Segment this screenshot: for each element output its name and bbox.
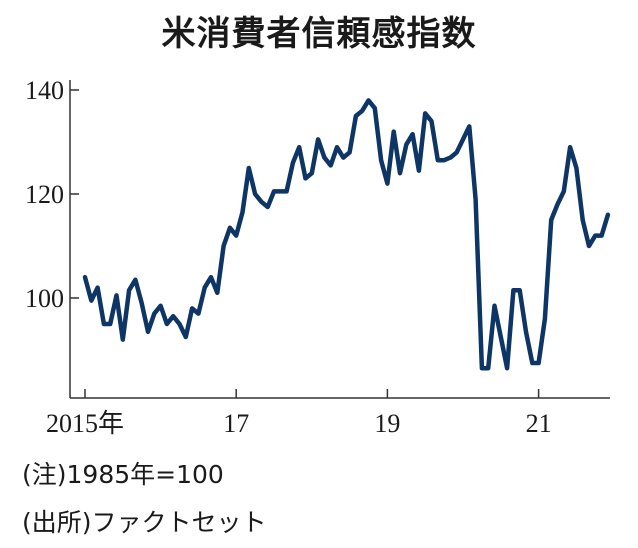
x-tick-label: 17 [223,409,249,438]
data-point [209,275,213,279]
data-point [373,106,377,110]
data-point [461,137,465,141]
x-tick-label: 21 [526,409,552,438]
data-point [310,171,314,175]
data-point [436,158,440,162]
data-point [228,226,232,230]
data-point [511,288,515,292]
data-point [133,278,137,282]
data-point [222,244,226,248]
data-point [203,286,207,290]
source-note: (出所)ファクトセット [22,508,267,537]
data-point [600,234,604,238]
data-point [89,299,93,303]
data-point [272,189,276,193]
data-point [593,234,597,238]
data-point [392,130,396,134]
x-tick-label: 19 [374,409,400,438]
data-point [467,124,471,128]
data-point [196,312,200,316]
data-point [518,288,522,292]
data-point [354,114,358,118]
data-point [549,218,553,222]
data-point [83,275,87,279]
data-point [455,150,459,154]
data-point [587,244,591,248]
data-point [241,210,245,214]
data-point [259,200,263,204]
data-point [329,163,333,167]
chart-axes [69,80,610,399]
series-line [82,98,611,371]
data-point [537,361,541,365]
data-point [152,312,156,316]
data-point [430,119,434,123]
data-point [581,218,585,222]
data-point [146,330,150,334]
data-point [322,156,326,160]
data-point [108,322,112,326]
data-point [543,317,547,321]
data-point [178,322,182,326]
data-point [486,366,490,370]
data-point [215,291,219,295]
y-tick-label: 120 [25,180,64,209]
data-point [385,182,389,186]
data-point [247,166,251,170]
data-point [404,143,408,147]
data-point [304,176,308,180]
data-point [171,314,175,318]
data-point [524,330,528,334]
footnote: (注)1985年=100 [22,460,224,489]
data-point [606,213,610,217]
data-point [102,322,106,326]
data-point [127,288,131,292]
data-point [341,156,345,160]
chart-title: 米消費者信頼感指数 [161,14,477,54]
data-point [190,306,194,310]
data-point [574,166,578,170]
data-point [335,145,339,149]
data-point [285,189,289,193]
data-point [234,234,238,238]
data-point [442,158,446,162]
data-point [360,109,364,113]
data-point [266,205,270,209]
data-point [297,145,301,149]
data-point [253,192,257,196]
data-point [417,169,421,173]
data-point [474,197,478,201]
data-point [140,301,144,305]
data-point [411,132,415,136]
data-point [291,161,295,165]
data-point [316,137,320,141]
data-point [115,293,119,297]
data-point [379,158,383,162]
data-point [96,286,100,290]
data-point [448,156,452,160]
chart-ticks: 100 120 140 2015年 17 19 21 [25,76,552,438]
data-point [493,304,497,308]
data-point [556,202,560,206]
data-point [121,338,125,342]
data-point [278,189,282,193]
y-tick-label: 100 [25,284,64,313]
data-point [530,361,534,365]
series-points [83,98,610,370]
data-point [505,366,509,370]
data-point [562,189,566,193]
data-point [165,322,169,326]
x-tick-label: 2015年 [46,409,124,438]
data-point [499,335,503,339]
data-point [423,111,427,115]
data-point [159,304,163,308]
data-point [367,98,371,102]
y-tick-label: 140 [25,76,64,105]
data-point [568,145,572,149]
data-point [348,150,352,154]
data-point [184,335,188,339]
data-point [480,366,484,370]
data-point [398,171,402,175]
